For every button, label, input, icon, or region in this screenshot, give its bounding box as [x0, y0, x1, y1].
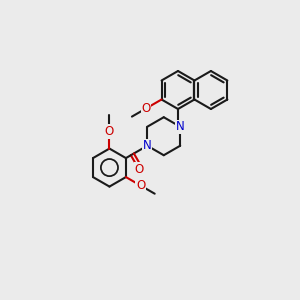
Text: N: N [176, 120, 184, 133]
Text: O: O [105, 125, 114, 138]
Text: N: N [143, 139, 152, 152]
Text: O: O [136, 179, 145, 192]
Text: O: O [134, 163, 143, 176]
Text: O: O [141, 102, 151, 115]
